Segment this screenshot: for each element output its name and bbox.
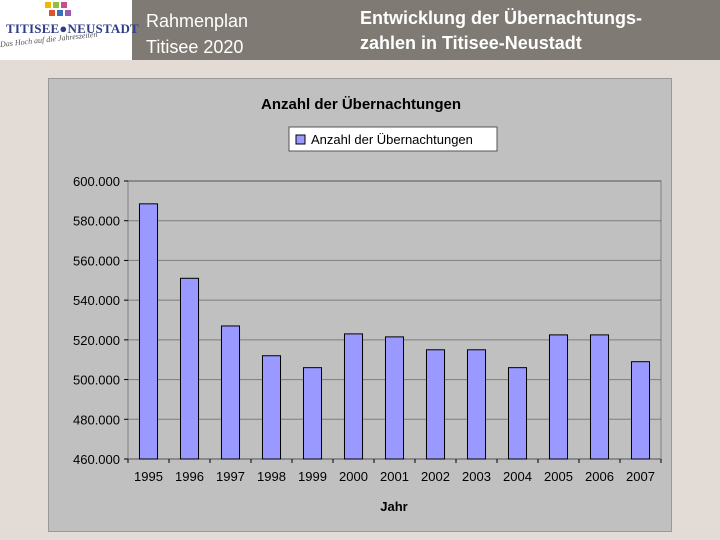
y-tick-label: 460.000 [73, 452, 120, 467]
y-tick-label: 480.000 [73, 412, 120, 427]
legend-box [288, 126, 498, 152]
y-tick-label: 540.000 [73, 293, 120, 308]
bar [220, 325, 241, 460]
logo-square-icon [65, 10, 71, 16]
plan-title: Rahmenplan Titisee 2020 [146, 8, 248, 60]
bar [425, 349, 446, 460]
bar [302, 367, 323, 460]
chart-title: Anzahl der Übernachtungen [261, 96, 461, 113]
bar [589, 334, 610, 460]
bar [343, 333, 364, 460]
chart-area: Anzahl der Übernachtungen Anzahl der Übe… [48, 78, 672, 532]
y-tick-label: 580.000 [73, 214, 120, 229]
header-bar: TITISEE●NEUSTADT Das Hoch auf die Jahres… [0, 0, 720, 60]
legend-swatch [295, 134, 306, 145]
plan-title-line2: Titisee 2020 [146, 37, 244, 57]
plan-title-line1: Rahmenplan [146, 11, 249, 31]
x-tick-label: 2000 [339, 469, 368, 484]
bar [138, 203, 159, 460]
logo-square-icon [45, 2, 51, 8]
legend-label: Anzahl der Übernachtungen [311, 132, 473, 147]
x-tick-label: 2005 [544, 469, 573, 484]
x-tick-label: 2007 [626, 469, 655, 484]
bar [507, 367, 528, 460]
logo-square-icon [57, 10, 63, 16]
slide-title: Entwicklung der Übernachtungs- zahlen in… [360, 6, 642, 56]
x-tick-label: 2003 [462, 469, 491, 484]
x-tick-label: 2001 [380, 469, 409, 484]
logo-wordmark: TITISEE●NEUSTADT [6, 21, 139, 36]
bar-chart: Anzahl der Übernachtungen Anzahl der Übe… [73, 96, 662, 514]
x-tick-label: 2004 [503, 469, 532, 484]
x-tick-label: 1996 [175, 469, 204, 484]
x-tick-label: 1998 [257, 469, 286, 484]
logo-square-icon [61, 2, 67, 8]
logo-square-icon [49, 10, 55, 16]
slide-title-line1: Entwicklung der Übernachtungs- [360, 8, 643, 28]
x-tick-label: 1999 [298, 469, 327, 484]
y-tick-label: 500.000 [73, 373, 120, 388]
bar [384, 336, 405, 460]
y-tick-label: 600.000 [73, 174, 120, 189]
y-tick-label: 560.000 [73, 253, 120, 268]
x-tick-label: 2002 [421, 469, 450, 484]
logo-square-icon [53, 2, 59, 8]
x-tick-label: 1997 [216, 469, 245, 484]
bar [179, 277, 200, 460]
bar [466, 349, 487, 460]
x-tick-label: 1995 [134, 469, 163, 484]
bar [548, 334, 569, 460]
titisee-neustadt-logo: TITISEE●NEUSTADT Das Hoch auf die Jahres… [0, 0, 139, 60]
y-tick-label: 520.000 [73, 333, 120, 348]
x-tick-label: 2006 [585, 469, 614, 484]
bar [261, 355, 282, 460]
slide-title-line2: zahlen in Titisee-Neustadt [360, 33, 582, 53]
x-axis-label: Jahr [380, 499, 407, 514]
bar [630, 361, 651, 460]
